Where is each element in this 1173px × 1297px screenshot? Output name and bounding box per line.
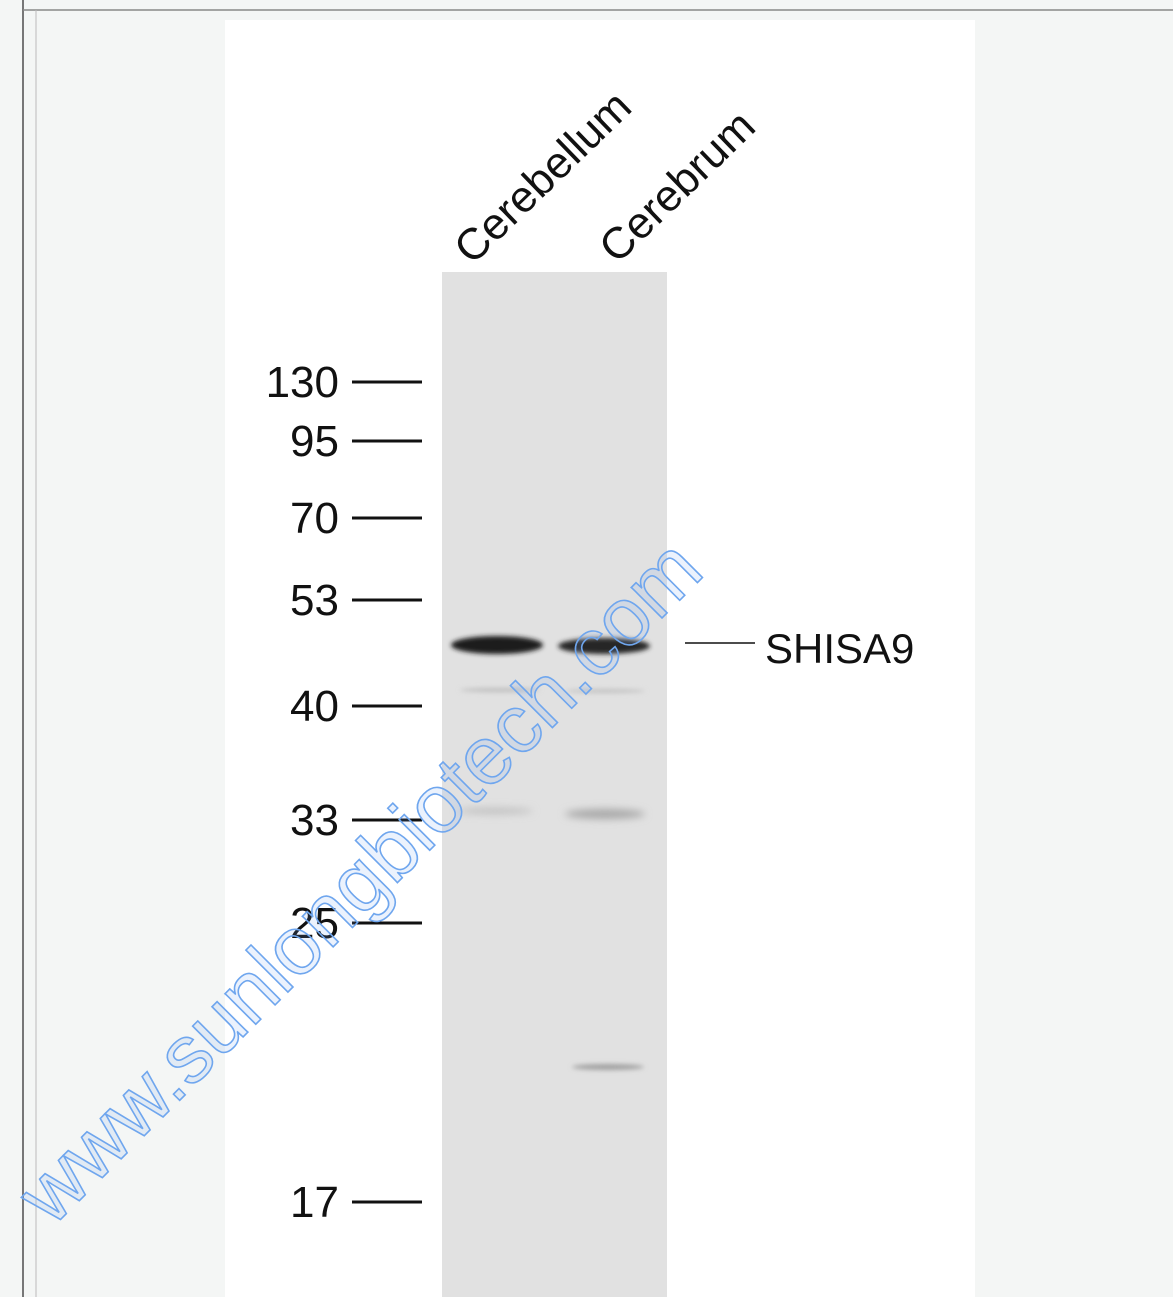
band (572, 1064, 644, 1070)
marker-label: 95 (290, 417, 339, 466)
figure: Cerebellum Cerebrum SHISA9 1309570534033… (0, 0, 1173, 1297)
marker-label: 40 (290, 682, 339, 731)
marker-label: 53 (290, 576, 339, 625)
page: Cerebellum Cerebrum SHISA9 1309570534033… (0, 0, 1173, 1297)
marker-label: 17 (290, 1178, 339, 1227)
target-label: SHISA9 (765, 625, 914, 672)
marker-label: 33 (290, 796, 339, 845)
band (565, 809, 645, 819)
marker-label: 130 (266, 358, 339, 407)
marker-label: 70 (290, 494, 339, 543)
